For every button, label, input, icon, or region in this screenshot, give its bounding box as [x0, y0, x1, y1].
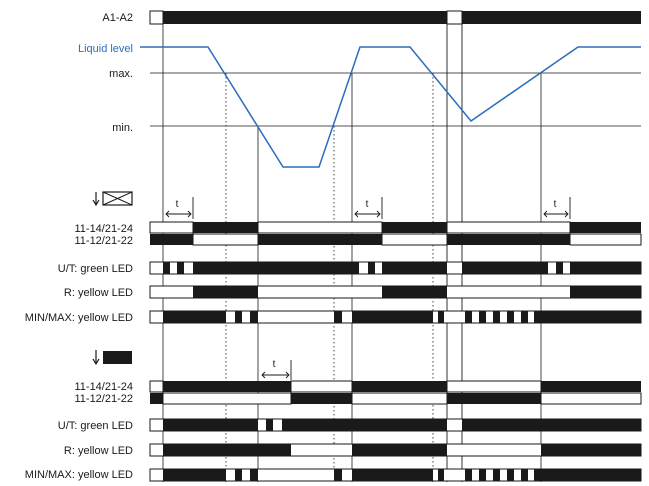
- label-a1a2: A1-A2: [102, 12, 133, 24]
- mode1-green-led-signal: [149, 261, 642, 275]
- mode2-contact-b-signal: [150, 392, 642, 405]
- mode2-r-yellow-led-signal: [149, 443, 642, 457]
- label-mode2-r-yellow-led: R: yellow LED: [64, 445, 133, 457]
- delay-marker: t: [543, 197, 571, 219]
- label-mode2-contact-a: 11-14/21-24: [74, 381, 133, 393]
- delay-marker: t: [261, 359, 292, 380]
- mode1-r-yellow-led-signal: [149, 285, 642, 299]
- label-mode2-green-led: U/T: green LED: [58, 420, 133, 432]
- label-min: min.: [112, 122, 133, 134]
- mode1-minmax-yellow-led-signal: [149, 310, 642, 324]
- label-mode1-contact-b: 11-12/21-22: [74, 235, 133, 247]
- label-mode1-r-yellow-led: R: yellow LED: [64, 287, 133, 299]
- mode2-minmax-yellow-led-signal: [149, 468, 642, 482]
- label-mode2-minmax-yellow-led: MIN/MAX: yellow LED: [25, 469, 133, 481]
- delay-label: t: [366, 199, 369, 210]
- mode1-contact-a-signal: [149, 221, 641, 234]
- delay-label: t: [554, 199, 557, 210]
- label-mode2-contact-b: 11-12/21-22: [74, 393, 133, 405]
- mode2-contact-a-signal: [149, 380, 641, 393]
- delay-marker: t: [354, 197, 383, 219]
- delay-label: t: [273, 359, 276, 370]
- label-max: max.: [109, 68, 133, 80]
- arrow-down-with-crossed-box-icon: [92, 191, 133, 207]
- arrow-down-with-filled-box-icon: [92, 350, 132, 366]
- mode1-contact-b-signal: [150, 233, 642, 246]
- label-mode1-contact-a: 11-14/21-24: [74, 223, 133, 235]
- label-mode1-green-led: U/T: green LED: [58, 263, 133, 275]
- delay-marker: t: [165, 197, 194, 219]
- label-mode1-minmax-yellow-led: MIN/MAX: yellow LED: [25, 312, 133, 324]
- label-liquid-level: Liquid level: [78, 43, 133, 55]
- liquid-level-line: [140, 46, 641, 168]
- delay-label: t: [176, 199, 179, 210]
- mode2-green-led-signal: [149, 418, 642, 432]
- a1a2-signal: [149, 10, 641, 25]
